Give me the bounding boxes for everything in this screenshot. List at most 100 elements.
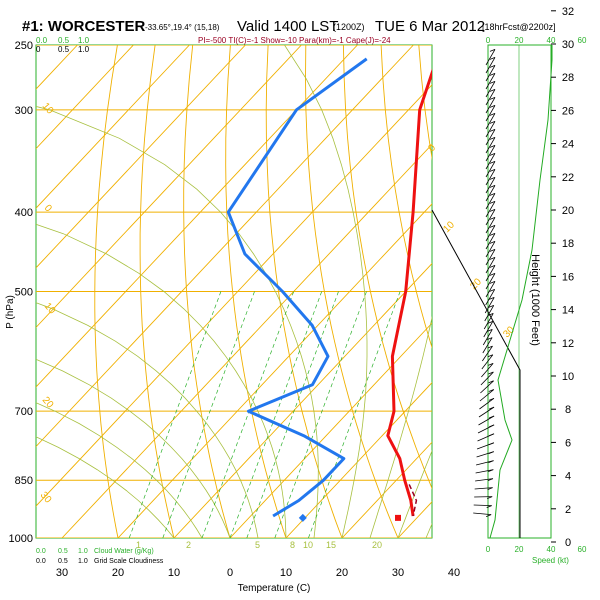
mixing-label: 8 xyxy=(290,540,295,550)
mixing-ratio-lines xyxy=(128,291,401,538)
height-tick-label: 12 xyxy=(562,338,574,350)
isotherm-label: 30 xyxy=(38,490,54,506)
surface-markers xyxy=(298,513,401,522)
station-title: #1: WORCESTER xyxy=(22,18,146,35)
wind-barb-feather xyxy=(488,433,495,437)
isotherm-line xyxy=(229,322,432,538)
wind-barb xyxy=(475,469,494,474)
wind-barb-feather xyxy=(489,185,496,188)
wind-speed-profile xyxy=(489,45,553,539)
mixing-ratio-line xyxy=(201,291,295,538)
pressure-axis-label: P (hPa) xyxy=(5,295,16,329)
dry-adiabat-line xyxy=(494,45,600,538)
wind-barb xyxy=(485,225,496,242)
dry-adiabat-line xyxy=(380,45,432,349)
isotherm-label: 20 xyxy=(40,395,56,411)
wind-barb xyxy=(485,161,496,178)
wind-barb-feather xyxy=(489,281,496,284)
mixing-label: 1 xyxy=(136,540,141,550)
sounding-traces xyxy=(226,57,432,518)
wind-barb xyxy=(485,169,496,186)
wind-barb-feather xyxy=(489,233,496,236)
isotherm-line xyxy=(36,45,414,448)
speed-tick-0-bottom: 0 xyxy=(486,545,491,554)
temperature-tick-label: 0 xyxy=(227,567,233,579)
wind-barb xyxy=(485,265,496,282)
isotherm-label: 0 xyxy=(42,203,54,215)
temperature-tick-label: 20 xyxy=(112,567,124,579)
height-tick-label: 14 xyxy=(562,305,574,317)
wind-barb-feather xyxy=(487,345,493,349)
pressure-tick-label: 300 xyxy=(15,105,33,117)
mixing-ratio-line xyxy=(229,291,323,538)
wind-barb xyxy=(473,512,492,516)
wind-barb xyxy=(485,185,496,202)
panel-connector xyxy=(431,209,521,538)
dry-adiabat-line xyxy=(305,45,399,538)
wind-barb-feather xyxy=(488,469,494,472)
wind-barb xyxy=(485,73,496,90)
height-tick-label: 18 xyxy=(562,238,574,250)
wind-barb xyxy=(478,415,495,426)
pressure-tick-label: 850 xyxy=(15,475,33,487)
top-scale-5: 1.0 xyxy=(78,45,90,54)
dry-adiabat-line xyxy=(139,45,175,538)
top-scale-0: 0.0 xyxy=(36,36,48,45)
dry-adiabat-line xyxy=(183,45,231,538)
dry-adiabat-line xyxy=(456,45,600,538)
isotherm-label-right: 10 xyxy=(441,219,457,235)
mixing-label: 2 xyxy=(186,540,191,550)
wind-barbs xyxy=(473,49,496,518)
speed-tick-20: 20 xyxy=(515,36,524,45)
wind-barb xyxy=(474,487,493,490)
wind-barb-feather xyxy=(488,406,495,410)
wind-barb xyxy=(482,337,493,354)
wind-barb xyxy=(485,57,496,74)
dry-adiabat-line xyxy=(532,45,600,538)
wind-barb-feather xyxy=(487,329,493,332)
height-tick-label: 0 xyxy=(565,537,571,549)
height-tick-label: 8 xyxy=(565,404,571,416)
wind-barb-feather xyxy=(486,505,492,508)
parcel-trace xyxy=(408,484,418,517)
wind-barb-feather xyxy=(488,415,495,419)
wind-barb-feather xyxy=(487,321,493,324)
wind-barb-feather xyxy=(488,380,494,384)
wind-barb xyxy=(485,97,496,114)
wind-barb-feather xyxy=(487,487,493,490)
top-scale-3: 0 xyxy=(36,45,41,54)
wind-barb-feather xyxy=(488,313,494,316)
temperature-axis: 30 20 10 0 10 20 30 40 xyxy=(56,567,460,579)
height-tick-label: 22 xyxy=(562,172,574,184)
height-tick-label: 6 xyxy=(565,437,571,449)
wind-barb-feather xyxy=(486,337,493,340)
height-tick-label: 2 xyxy=(565,504,571,516)
wind-barb-feather xyxy=(488,442,495,446)
wind-barb-feather xyxy=(488,460,494,464)
temperature-tick-label: 10 xyxy=(280,567,292,579)
dry-adiabat-line xyxy=(265,45,343,538)
dry-adiabat-line xyxy=(569,45,600,538)
wind-barb xyxy=(485,249,496,266)
valid-time: Valid 1400 LST xyxy=(237,18,338,35)
speed-tick-40: 40 xyxy=(547,36,556,45)
wind-barb-feather xyxy=(489,297,495,300)
pressure-tick-label: 500 xyxy=(15,287,33,299)
top-scale-1: 0.5 xyxy=(58,36,70,45)
temperature-tick-label: 10 xyxy=(168,567,180,579)
moist-adiabat-line xyxy=(425,522,432,538)
wind-barb-feather xyxy=(489,273,496,276)
mixing-ratio-line xyxy=(162,291,255,538)
cloud-scale: 0.0 0.5 1.0 Cloud Water (g/Kg) 0.0 0.5 1… xyxy=(36,548,164,565)
wind-barb xyxy=(485,289,496,306)
wind-barb-feather xyxy=(489,73,496,76)
top-scale-2: 1.0 xyxy=(78,36,90,45)
cloud-water-label: Cloud Water (g/Kg) xyxy=(94,548,154,555)
isotherm-line xyxy=(566,45,600,538)
forecast-label: [18hrFcst@2200z] xyxy=(482,22,556,32)
wind-barb-feather xyxy=(487,363,494,366)
wind-barb xyxy=(478,406,495,418)
wind-barb xyxy=(480,380,494,394)
wind-barb xyxy=(473,504,492,507)
